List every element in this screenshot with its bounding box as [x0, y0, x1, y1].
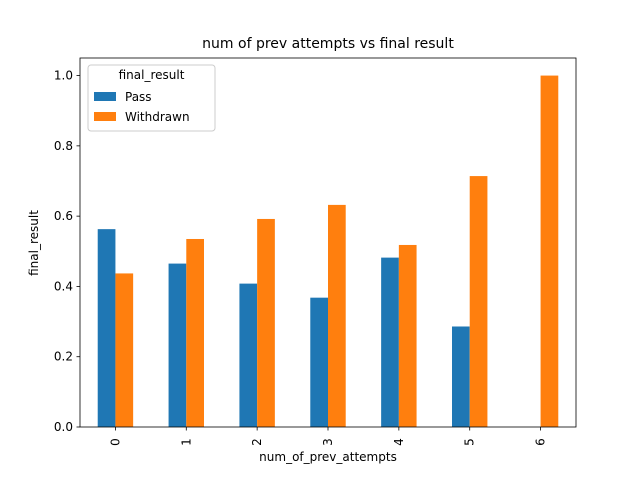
- bar-withdrawn-0: [115, 273, 134, 427]
- x-tick-label: 2: [250, 438, 264, 446]
- x-axis-label: num_of_prev_attempts: [259, 450, 397, 464]
- bars-group: [97, 75, 559, 428]
- x-tick-label: 0: [108, 438, 122, 446]
- bar-pass-4: [381, 257, 399, 427]
- bar-pass-2: [239, 283, 258, 427]
- y-tick-label: 0.6: [54, 209, 73, 223]
- y-tick-label: 0.0: [54, 420, 73, 434]
- legend-label-withdrawn: Withdrawn: [125, 110, 190, 124]
- bar-withdrawn-4: [398, 244, 417, 427]
- chart-title: num of prev attempts vs final result: [202, 36, 454, 52]
- y-tick-label: 1.0: [54, 69, 73, 83]
- bar-withdrawn-1: [186, 238, 204, 427]
- bar-withdrawn-3: [328, 204, 346, 427]
- legend: final_result Pass Withdrawn: [87, 64, 216, 132]
- bar-pass-3: [310, 297, 328, 427]
- x-tick-label: 3: [321, 438, 335, 446]
- y-tick-label: 0.2: [54, 350, 73, 364]
- legend-box: [87, 64, 216, 132]
- x-tick-label: 5: [463, 438, 477, 446]
- bar-pass-5: [452, 326, 470, 427]
- legend-swatch-withdrawn: [94, 112, 116, 121]
- y-axis-label: final_result: [27, 210, 41, 276]
- axes-group: 0.0 0.2 0.4 0.6 0.8 1.0 0 1 2 3 4 5 6: [54, 57, 577, 446]
- x-tick-label: 6: [534, 438, 548, 446]
- legend-label-pass: Pass: [125, 90, 152, 104]
- bar-pass-0: [97, 229, 116, 427]
- bar-withdrawn-2: [257, 218, 275, 427]
- bar-pass-1: [168, 263, 187, 427]
- bar-withdrawn-5: [469, 176, 488, 427]
- y-tick-label: 0.4: [54, 279, 73, 293]
- x-tick-label: 1: [179, 438, 193, 446]
- legend-swatch-pass: [94, 92, 116, 101]
- legend-title: final_result: [119, 68, 185, 82]
- bar-withdrawn-6: [540, 75, 559, 428]
- x-tick-label: 4: [392, 438, 406, 446]
- y-tick-label: 0.8: [54, 139, 73, 153]
